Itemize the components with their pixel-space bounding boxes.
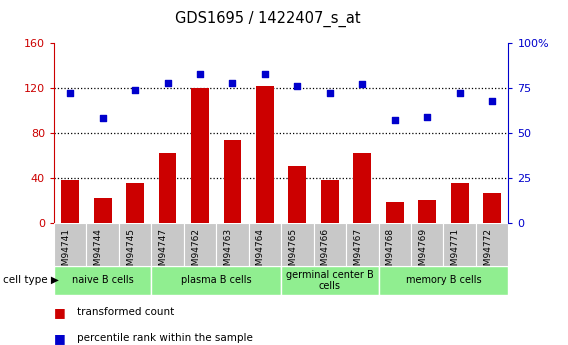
Bar xyxy=(249,223,281,266)
Bar xyxy=(321,180,339,223)
Point xyxy=(358,82,367,87)
Text: cell type ▶: cell type ▶ xyxy=(3,275,59,285)
Text: naive B cells: naive B cells xyxy=(72,275,133,285)
Text: GSM94765: GSM94765 xyxy=(289,228,298,277)
Bar xyxy=(94,198,111,223)
Bar xyxy=(191,88,209,223)
Bar xyxy=(314,223,346,266)
Bar xyxy=(386,202,404,223)
Text: GSM94762: GSM94762 xyxy=(191,228,200,277)
Bar xyxy=(224,139,241,223)
Text: GSM94769: GSM94769 xyxy=(418,228,427,277)
Bar xyxy=(158,153,177,223)
Point xyxy=(98,116,107,121)
Point xyxy=(423,114,432,119)
Bar xyxy=(54,266,151,295)
Bar xyxy=(61,180,79,223)
Text: GSM94745: GSM94745 xyxy=(126,228,135,277)
Text: GSM94766: GSM94766 xyxy=(321,228,330,277)
Text: GSM94767: GSM94767 xyxy=(353,228,362,277)
Text: ■: ■ xyxy=(54,332,66,345)
Point xyxy=(455,91,464,96)
Bar xyxy=(184,223,216,266)
Text: percentile rank within the sample: percentile rank within the sample xyxy=(77,333,253,343)
Bar xyxy=(126,183,144,223)
Point xyxy=(487,98,496,103)
Point xyxy=(131,87,140,92)
Bar xyxy=(216,223,249,266)
Text: GDS1695 / 1422407_s_at: GDS1695 / 1422407_s_at xyxy=(175,10,360,27)
Bar xyxy=(451,183,469,223)
Bar xyxy=(476,223,508,266)
Point xyxy=(325,91,335,96)
Point xyxy=(228,80,237,85)
Bar xyxy=(411,223,444,266)
Bar xyxy=(151,223,184,266)
Bar xyxy=(378,266,508,295)
Bar xyxy=(353,153,371,223)
Point xyxy=(390,118,399,123)
Text: germinal center B
cells: germinal center B cells xyxy=(286,269,374,291)
Bar xyxy=(346,223,378,266)
Text: GSM94763: GSM94763 xyxy=(223,228,232,277)
Bar xyxy=(418,200,436,223)
Text: GSM94764: GSM94764 xyxy=(256,228,265,277)
Bar xyxy=(378,223,411,266)
Text: ■: ■ xyxy=(54,306,66,319)
Text: GSM94741: GSM94741 xyxy=(61,228,70,277)
Point xyxy=(163,80,172,85)
Text: memory B cells: memory B cells xyxy=(406,275,481,285)
Bar xyxy=(281,223,314,266)
Bar xyxy=(119,223,151,266)
Bar xyxy=(86,223,119,266)
Bar xyxy=(281,266,378,295)
Point xyxy=(293,83,302,89)
Point xyxy=(260,71,269,76)
Bar xyxy=(256,86,274,223)
Text: GSM94772: GSM94772 xyxy=(483,228,492,277)
Text: GSM94747: GSM94747 xyxy=(158,228,168,277)
Bar xyxy=(483,193,501,223)
Text: plasma B cells: plasma B cells xyxy=(181,275,252,285)
Text: transformed count: transformed count xyxy=(77,307,174,317)
Bar xyxy=(289,167,306,223)
Text: GSM94771: GSM94771 xyxy=(450,228,460,277)
Bar xyxy=(151,266,281,295)
Point xyxy=(195,71,204,76)
Text: GSM94768: GSM94768 xyxy=(386,228,395,277)
Point xyxy=(66,91,75,96)
Text: GSM94744: GSM94744 xyxy=(94,228,103,277)
Bar xyxy=(54,223,86,266)
Bar xyxy=(444,223,476,266)
